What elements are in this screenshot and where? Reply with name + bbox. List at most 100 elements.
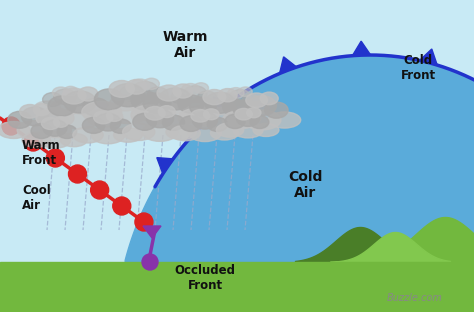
Ellipse shape: [82, 101, 122, 123]
Text: Warm
Air: Warm Air: [162, 30, 208, 60]
Ellipse shape: [41, 122, 72, 138]
Ellipse shape: [162, 99, 191, 114]
Ellipse shape: [180, 116, 202, 131]
Ellipse shape: [128, 94, 162, 112]
Ellipse shape: [190, 97, 216, 116]
Ellipse shape: [106, 100, 150, 124]
Polygon shape: [420, 49, 437, 65]
Polygon shape: [353, 41, 371, 55]
Ellipse shape: [147, 87, 168, 101]
Polygon shape: [213, 97, 229, 114]
Ellipse shape: [216, 123, 244, 137]
Text: Occluded
Front: Occluded Front: [174, 264, 236, 292]
Ellipse shape: [253, 124, 279, 136]
Ellipse shape: [87, 109, 123, 127]
Ellipse shape: [238, 87, 252, 96]
Ellipse shape: [143, 93, 171, 113]
Ellipse shape: [205, 92, 235, 113]
Ellipse shape: [223, 99, 247, 116]
Ellipse shape: [203, 90, 226, 105]
Ellipse shape: [218, 93, 237, 107]
Ellipse shape: [133, 113, 156, 130]
Ellipse shape: [8, 111, 32, 128]
Text: Buzzle.com: Buzzle.com: [387, 293, 443, 303]
Ellipse shape: [189, 124, 221, 142]
Ellipse shape: [242, 95, 260, 107]
Ellipse shape: [37, 113, 60, 128]
Ellipse shape: [144, 78, 159, 90]
Ellipse shape: [64, 86, 78, 96]
Ellipse shape: [0, 121, 30, 139]
Ellipse shape: [197, 91, 217, 105]
Ellipse shape: [191, 110, 210, 122]
Ellipse shape: [57, 125, 77, 139]
Ellipse shape: [111, 84, 145, 107]
Ellipse shape: [53, 87, 69, 98]
Ellipse shape: [78, 87, 98, 101]
Ellipse shape: [166, 124, 197, 140]
Circle shape: [46, 149, 64, 167]
Ellipse shape: [182, 106, 218, 124]
Polygon shape: [157, 158, 173, 173]
Ellipse shape: [159, 88, 191, 110]
Ellipse shape: [193, 83, 209, 93]
Ellipse shape: [43, 93, 62, 107]
Ellipse shape: [34, 101, 61, 115]
Ellipse shape: [171, 125, 201, 141]
Ellipse shape: [225, 114, 245, 129]
Bar: [0, 262, 474, 312]
Ellipse shape: [54, 117, 69, 127]
Ellipse shape: [22, 133, 51, 148]
Ellipse shape: [31, 124, 52, 139]
Ellipse shape: [218, 89, 237, 102]
Ellipse shape: [228, 88, 244, 99]
Ellipse shape: [43, 120, 67, 136]
Ellipse shape: [64, 91, 96, 113]
Ellipse shape: [109, 80, 134, 97]
Ellipse shape: [95, 113, 121, 131]
Ellipse shape: [151, 96, 179, 110]
Ellipse shape: [110, 119, 131, 134]
Ellipse shape: [39, 132, 71, 148]
Ellipse shape: [233, 100, 258, 118]
Ellipse shape: [207, 117, 228, 131]
Ellipse shape: [93, 111, 113, 124]
Ellipse shape: [110, 95, 140, 111]
Ellipse shape: [131, 91, 158, 110]
Ellipse shape: [229, 90, 251, 105]
Ellipse shape: [250, 116, 269, 129]
Ellipse shape: [235, 108, 252, 120]
Ellipse shape: [70, 102, 95, 114]
Ellipse shape: [54, 89, 76, 105]
Ellipse shape: [142, 123, 178, 141]
Ellipse shape: [131, 105, 169, 125]
Text: Cold
Air: Cold Air: [288, 170, 322, 200]
Ellipse shape: [183, 86, 207, 102]
Ellipse shape: [200, 99, 227, 113]
Ellipse shape: [42, 118, 60, 129]
Ellipse shape: [114, 128, 142, 142]
Ellipse shape: [179, 98, 211, 114]
Ellipse shape: [246, 108, 261, 118]
Ellipse shape: [91, 126, 125, 144]
Ellipse shape: [203, 109, 219, 120]
Polygon shape: [280, 57, 297, 73]
Ellipse shape: [192, 112, 218, 129]
Ellipse shape: [33, 104, 50, 115]
Circle shape: [69, 165, 86, 183]
Ellipse shape: [171, 90, 192, 105]
Ellipse shape: [126, 80, 147, 94]
Ellipse shape: [60, 133, 87, 147]
Circle shape: [113, 197, 131, 215]
Ellipse shape: [94, 89, 124, 110]
Ellipse shape: [17, 121, 53, 139]
Ellipse shape: [62, 88, 86, 104]
Ellipse shape: [36, 108, 74, 128]
Ellipse shape: [146, 109, 173, 128]
Ellipse shape: [210, 126, 238, 140]
Ellipse shape: [246, 93, 267, 107]
Ellipse shape: [145, 106, 165, 120]
Ellipse shape: [245, 102, 269, 114]
Ellipse shape: [106, 110, 122, 121]
Ellipse shape: [83, 98, 109, 116]
